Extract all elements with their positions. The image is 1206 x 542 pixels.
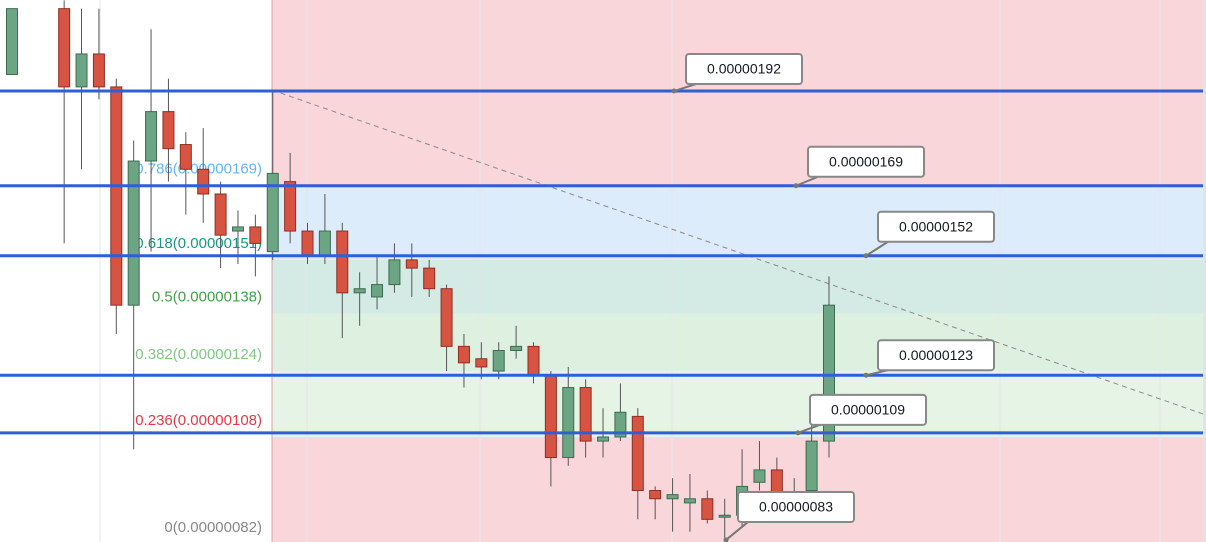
fib-zones	[272, 185, 1203, 437]
candle-body	[127, 160, 140, 306]
candle-body	[614, 411, 627, 438]
candle-body	[75, 53, 88, 88]
callout-pointer	[725, 521, 749, 541]
candle-body	[353, 288, 366, 294]
candle-body	[823, 304, 835, 442]
callout-label: 0.00000083	[759, 499, 833, 515]
candle-body	[457, 345, 470, 364]
callout-box	[807, 145, 925, 178]
fib-label: 0.236(0.00000108)	[135, 412, 262, 429]
callout-label: 0.00000109	[831, 402, 905, 418]
callout-box	[737, 490, 855, 523]
candle-body	[510, 345, 523, 351]
candle-body	[231, 226, 244, 232]
candle-body	[214, 193, 227, 236]
fib-labels: 0.786(0.00000169)0.618(0.00000151)0.5(0.…	[135, 161, 262, 536]
candle-body	[666, 494, 679, 500]
fib-zone	[272, 313, 1203, 372]
callout-box	[685, 53, 803, 86]
callout-dot	[793, 183, 799, 189]
candle-body	[562, 387, 575, 459]
callout-pointer	[795, 175, 819, 187]
candle-body	[405, 259, 418, 269]
callout-dot	[863, 372, 869, 378]
callout-dot	[863, 253, 869, 259]
callout-box	[877, 210, 995, 243]
price-axis-edge	[1203, 0, 1206, 542]
candle-body	[597, 436, 610, 442]
callout-label: 0.00000192	[707, 61, 781, 77]
candle-body	[753, 469, 766, 483]
candle-body	[649, 490, 662, 500]
callout-label: 0.00000169	[829, 153, 903, 169]
fib-label: 0(0.00000082)	[164, 519, 262, 536]
callout-dot	[671, 88, 677, 94]
candle-body	[805, 440, 818, 492]
fib-zone	[272, 185, 1203, 260]
callout-label: 0.00000152	[899, 218, 973, 234]
candle-body	[631, 415, 644, 492]
callout-label: 0.00000123	[899, 347, 973, 363]
candle-body	[92, 53, 105, 88]
candle-body	[440, 288, 453, 347]
candle-body	[145, 111, 158, 162]
callout-pointer	[865, 240, 889, 257]
fib-label: 0.382(0.00000124)	[135, 346, 262, 363]
candle-body	[197, 168, 210, 195]
candle-body	[336, 230, 349, 294]
candle-body	[249, 226, 262, 244]
callout-box	[809, 393, 927, 426]
candle-body	[718, 514, 731, 518]
callout-dot	[723, 537, 729, 542]
candle-body	[301, 230, 314, 257]
candle-body	[58, 8, 71, 88]
fib-label: 0.618(0.00000151)	[135, 235, 262, 252]
trend-line	[271, 89, 1206, 416]
candle-body	[475, 358, 488, 368]
candle-body	[266, 172, 279, 253]
candle-body	[162, 111, 175, 150]
callout-dot	[795, 430, 801, 436]
candle-body	[318, 230, 331, 257]
candle-body	[388, 259, 401, 286]
fib-zone	[272, 371, 1203, 437]
candle-body	[110, 86, 123, 306]
candle-body	[527, 345, 540, 376]
candle-body	[284, 181, 297, 232]
callout-box	[877, 339, 995, 372]
candle-body	[179, 144, 192, 170]
candle-body	[701, 498, 714, 520]
candle-body	[579, 387, 592, 442]
callout-pointer	[673, 83, 697, 92]
candle-body	[423, 267, 436, 290]
candle-body	[770, 469, 783, 496]
candle-body	[683, 498, 696, 504]
candle-body	[371, 284, 384, 298]
callout-pointer	[797, 423, 821, 434]
candle-body	[492, 349, 505, 372]
fib-label: 0.5(0.00000138)	[152, 288, 262, 305]
candle-body	[544, 374, 557, 459]
candle-body	[6, 8, 18, 76]
levels: 0.00000192 0.00000169 0.00000152 0.00000123…	[0, 53, 1206, 542]
